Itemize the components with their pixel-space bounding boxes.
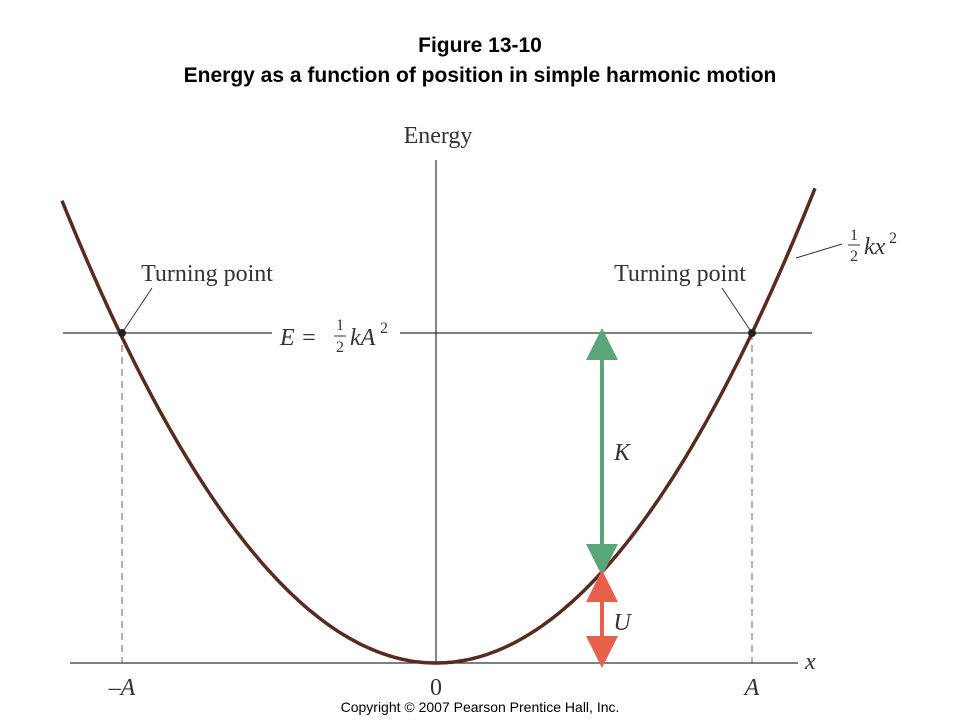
turning-point-label: Turning point: [614, 261, 746, 287]
x-tick-label: A: [743, 675, 760, 701]
turning-point-dot: [748, 329, 756, 337]
curve-num: 1: [850, 227, 858, 244]
potential-label: U: [613, 610, 632, 636]
copyright: Copyright © 2007 Pearson Prentice Hall, …: [341, 699, 620, 715]
energy-label: E = 1 2 kA 2: [279, 317, 388, 356]
curve-body: kx: [864, 234, 886, 260]
energy-den: 2: [336, 339, 344, 356]
x-axis-label: x: [804, 649, 816, 675]
figure-number: Figure 13-10: [418, 34, 542, 57]
curve-exp: 2: [889, 230, 897, 247]
x-tick-label: 0: [430, 675, 442, 701]
curve-label: 1 2 kx 2: [848, 227, 897, 265]
y-axis-label: Energy: [404, 123, 473, 149]
turning-point-label: Turning point: [141, 261, 273, 287]
energy-num: 1: [336, 317, 344, 334]
leader-line: [721, 287, 751, 331]
x-tick-label: –A: [108, 675, 136, 701]
energy-body: kA: [350, 325, 376, 351]
turning-point-dot: [118, 329, 126, 337]
energy-lhs: E =: [279, 325, 317, 351]
leader-line: [795, 243, 843, 259]
curve-den: 2: [850, 248, 858, 265]
leader-line: [123, 287, 153, 331]
energy-exp: 2: [380, 320, 388, 337]
kinetic-label: K: [613, 440, 632, 466]
potential-curve: [60, 187, 817, 665]
figure-caption: Energy as a function of position in simp…: [184, 64, 777, 87]
